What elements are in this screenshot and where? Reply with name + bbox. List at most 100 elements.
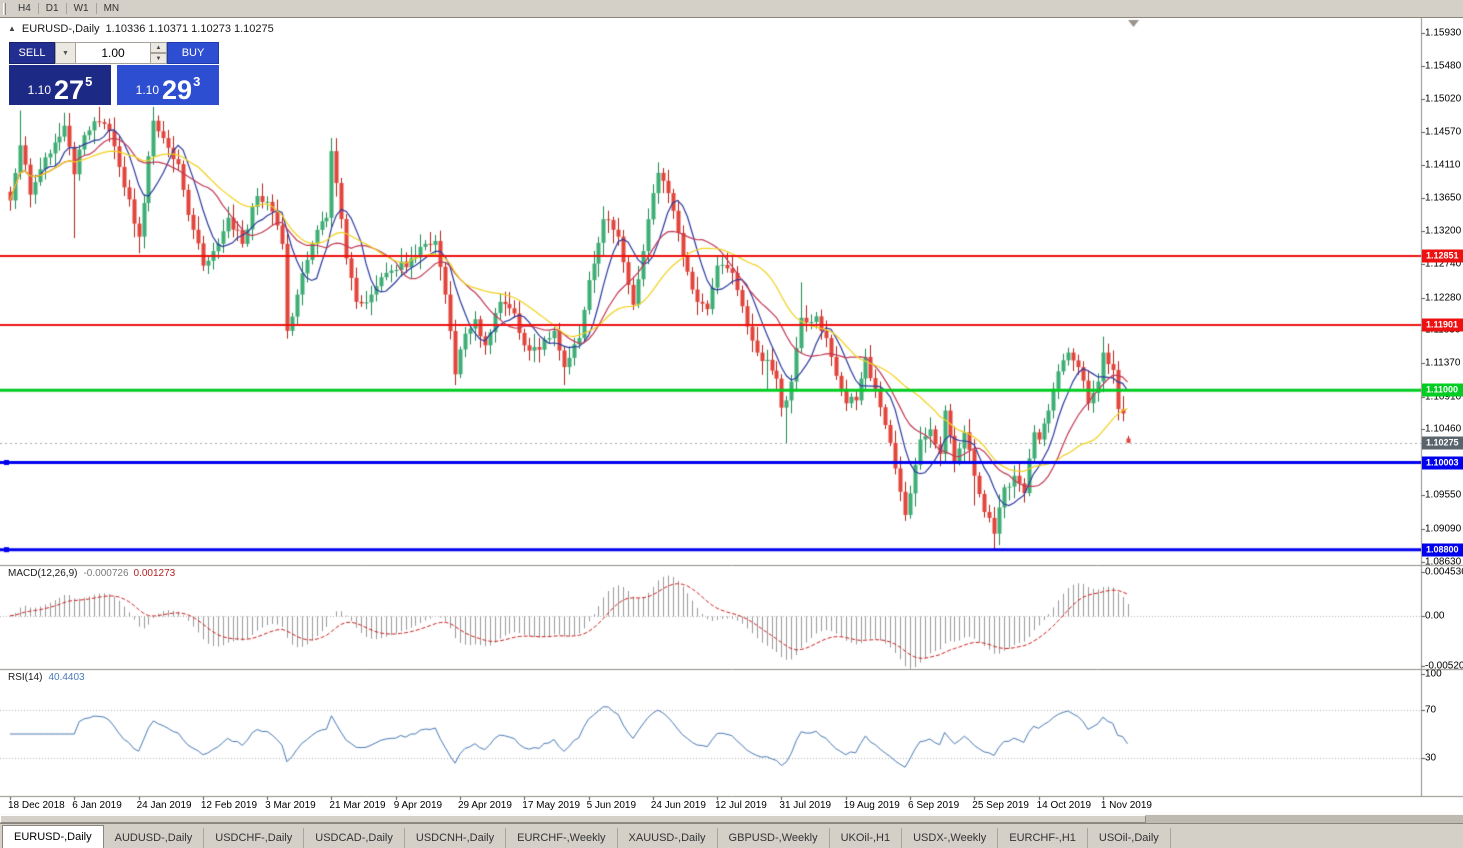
chart-tab-xauusd-daily[interactable]: XAUUSD-,Daily xyxy=(618,828,718,848)
date-axis-label: 3 Mar 2019 xyxy=(265,800,316,811)
chart-tabs-bar: EURUSD-,Daily AUDUSD-,Daily USDCHF-,Daily U… xyxy=(0,823,1463,848)
toolbar-separator xyxy=(65,3,67,14)
date-axis-label: 25 Sep 2019 xyxy=(972,800,1029,811)
rsi-axis-label: 30 xyxy=(1425,752,1437,764)
date-axis-label: 24 Jun 2019 xyxy=(650,800,706,811)
date-axis-label: 29 Apr 2019 xyxy=(457,800,512,811)
price-axis-label: 1.10910 xyxy=(1425,391,1462,403)
volume-input[interactable] xyxy=(76,42,151,64)
price-axis-label: 1.08630 xyxy=(1425,556,1462,568)
sell-price-pips: 27 xyxy=(54,75,85,106)
chart-tab-eurusd-daily[interactable]: EURUSD-,Daily xyxy=(2,825,104,848)
price-axis-label: 1.13650 xyxy=(1425,192,1462,204)
buy-button[interactable]: BUY xyxy=(167,42,219,64)
ohlc-values: 1.10336 1.10371 1.10273 1.10275 xyxy=(105,23,274,35)
date-axis-label: 21 Mar 2019 xyxy=(329,800,386,811)
macd-axis-label: -0.005205 xyxy=(1425,660,1463,672)
macd-main-value: -0.000726 xyxy=(83,568,129,579)
toolbar-separator xyxy=(37,3,39,14)
rsi-value: 40.4403 xyxy=(48,672,85,683)
date-axis-label: 24 Jan 2019 xyxy=(136,800,192,811)
toolbar-separator xyxy=(95,3,97,14)
chart-tab-usoil-daily[interactable]: USOil-,Daily xyxy=(1088,828,1171,848)
date-axis-label: 6 Jan 2019 xyxy=(72,800,122,811)
date-axis-label: 6 Sep 2019 xyxy=(907,800,960,811)
volume-dropdown-button[interactable]: ▼ xyxy=(55,42,76,64)
date-axis-label: 5 Jun 2019 xyxy=(586,800,637,811)
macd-indicator-label: MACD(12,26,9) -0.000726 0.001273 xyxy=(8,568,175,579)
hline-price-tag[interactable]: 1.08800 xyxy=(1422,543,1463,557)
time-axis[interactable]: 18 Dec 2018 6 Jan 2019 24 Jan 2019 12 Feb 2… xyxy=(0,797,1421,815)
price-axis[interactable]: 1.15930 1.15480 1.15020 1.14570 1.14110 1.136… xyxy=(1421,18,1463,797)
volume-increase-button[interactable]: ▲ xyxy=(151,42,167,53)
timeframe-toolbar: H4 D1 W1 MN xyxy=(0,0,1463,18)
chevron-up-icon: ▲ xyxy=(155,44,162,51)
toolbar-grip[interactable] xyxy=(3,2,6,15)
one-click-trading-toggle-icon[interactable]: ▲ xyxy=(8,24,16,33)
rsi-axis-label: 100 xyxy=(1425,668,1442,680)
macd-axis-label: 0.00 xyxy=(1425,610,1445,622)
scrollbar-thumb[interactable] xyxy=(0,815,1146,823)
rsi-axis-label: 70 xyxy=(1425,704,1437,716)
chart-horizontal-scrollbar[interactable] xyxy=(0,815,1463,823)
chevron-down-icon: ▼ xyxy=(155,55,162,62)
symbol-timeframe-label: EURUSD-,Daily xyxy=(21,23,100,35)
timeframe-h4-button[interactable]: H4 xyxy=(11,2,38,16)
chart-tab-usdchf-daily[interactable]: USDCHF-,Daily xyxy=(204,828,305,848)
chart-tab-eurchf-weekly[interactable]: EURCHF-,Weekly xyxy=(506,828,618,848)
timeframe-mn-button[interactable]: MN xyxy=(97,2,127,16)
price-axis-label: 1.14110 xyxy=(1425,159,1461,171)
date-axis-label: 14 Oct 2019 xyxy=(1036,800,1092,811)
one-click-trading-panel: SELL ▼ ▲ ▼ BUY 1.10 27 5 1.10 29 3 xyxy=(7,40,221,107)
macd-name: MACD(12,26,9) xyxy=(8,568,78,579)
chart-tab-usdcnh-daily[interactable]: USDCNH-,Daily xyxy=(405,828,507,848)
chart-tab-ukoil-h1[interactable]: UKOil-,H1 xyxy=(830,828,903,848)
timeframe-d1-button[interactable]: D1 xyxy=(39,2,66,16)
buy-price-display[interactable]: 1.10 29 3 xyxy=(117,65,219,105)
price-axis-label: 1.15480 xyxy=(1425,60,1462,72)
chart-tab-gbpusd-weekly[interactable]: GBPUSD-,Weekly xyxy=(718,828,830,848)
price-axis-label: 1.12740 xyxy=(1425,258,1462,270)
date-axis-label: 12 Feb 2019 xyxy=(200,800,258,811)
hline-price-tag[interactable]: 1.10003 xyxy=(1422,456,1463,469)
buy-price-prefix: 1.10 xyxy=(135,83,160,97)
price-axis-label: 1.10460 xyxy=(1425,423,1462,435)
sell-price-display[interactable]: 1.10 27 5 xyxy=(9,65,111,105)
sell-price-prefix: 1.10 xyxy=(27,83,52,97)
date-axis-label: 1 Nov 2019 xyxy=(1100,800,1152,811)
price-axis-label: 1.09090 xyxy=(1425,523,1462,535)
date-axis-label: 31 Jul 2019 xyxy=(779,800,832,811)
chart-tab-eurchf-h1[interactable]: EURCHF-,H1 xyxy=(998,828,1088,848)
date-axis-label: 19 Aug 2019 xyxy=(843,800,900,811)
current-price-tag: 1.10275 xyxy=(1422,436,1463,450)
chevron-down-icon: ▼ xyxy=(62,49,69,57)
price-axis-label: 1.09550 xyxy=(1425,489,1462,501)
date-axis-label: 17 May 2019 xyxy=(522,800,581,811)
price-axis-label: 1.14570 xyxy=(1425,126,1462,138)
price-axis-label: 1.11370 xyxy=(1425,357,1461,369)
chart-symbol-info: ▲ EURUSD-,Daily 1.10336 1.10371 1.10273 … xyxy=(8,23,274,35)
sell-price-point: 5 xyxy=(85,74,93,89)
volume-decrease-button[interactable]: ▼ xyxy=(151,53,167,64)
price-axis-label: 1.15930 xyxy=(1425,27,1462,39)
date-axis-label: 9 Apr 2019 xyxy=(393,800,443,811)
chart-tab-usdx-weekly[interactable]: USDX-,Weekly xyxy=(902,828,999,848)
hline-price-tag[interactable]: 1.12851 xyxy=(1422,249,1463,263)
sell-button[interactable]: SELL xyxy=(9,42,55,64)
timeframe-w1-button[interactable]: W1 xyxy=(67,2,96,16)
hline-price-tag[interactable]: 1.11000 xyxy=(1422,383,1463,397)
price-axis-label: 1.13200 xyxy=(1425,225,1462,237)
date-axis-label: 12 Jul 2019 xyxy=(715,800,767,811)
macd-signal-value: 0.001273 xyxy=(133,568,176,579)
buy-price-point: 3 xyxy=(193,74,201,89)
macd-axis-label: 0.004536 xyxy=(1425,566,1463,578)
rsi-indicator-label: RSI(14) 40.4403 xyxy=(8,672,85,683)
chart-tab-audusd-daily[interactable]: AUDUSD-,Daily xyxy=(104,828,205,848)
volume-stepper: ▲ ▼ xyxy=(151,42,167,64)
rsi-name: RSI(14) xyxy=(8,672,43,683)
hline-price-tag[interactable]: 1.11901 xyxy=(1422,318,1463,332)
buy-price-pips: 29 xyxy=(162,75,193,106)
date-axis-label: 18 Dec 2018 xyxy=(8,800,65,811)
chart-tab-usdcad-daily[interactable]: USDCAD-,Daily xyxy=(304,828,405,848)
